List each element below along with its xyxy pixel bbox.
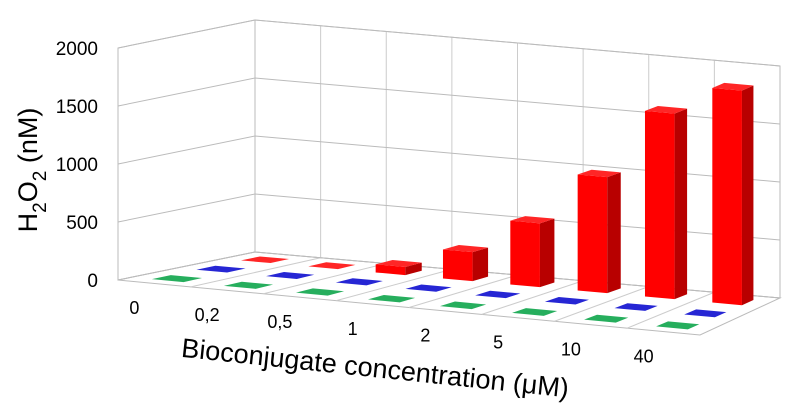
bar-top [308,262,356,270]
grid-line [117,77,781,125]
x-tick-label: 2 [420,326,430,346]
bar-top [442,245,489,253]
bar-top [584,314,629,323]
bar-top [375,260,422,267]
bar-top [240,256,290,264]
bar-front [712,87,742,306]
bar-top [644,106,688,114]
bar-front [510,220,540,288]
y-tick-label: 2000 [56,39,98,60]
floor-divider [336,268,453,302]
x-tick-label: 0,5 [267,312,292,332]
bar-top [440,301,487,310]
bar-top [512,308,558,316]
grid-line [117,135,781,183]
bar-top [223,281,274,289]
floor-divider [554,286,649,322]
x-tick-label: 1 [348,319,358,339]
y-tick-label: 1500 [56,97,98,118]
bar-front [442,249,473,282]
x-tick-label: 10 [561,339,581,359]
bar-top [712,82,754,91]
bar-front [577,174,608,294]
bar-top [656,321,700,330]
bar-top [405,284,452,292]
bar-top [544,296,589,305]
x-tick-label: 0,2 [195,305,220,325]
y-tick-label: 500 [66,213,98,234]
grid-line [117,19,781,67]
y-axis-label: H2O2 (nM) [13,108,50,233]
x-tick-label: 40 [634,346,654,366]
bar-top [367,294,416,303]
bar-side [472,247,489,282]
bar-top [266,272,315,279]
plot: 0 500 1000 1500 2000 0 0,2 0,5 1 2 5 10 40 [56,19,782,366]
bar-top [614,303,658,311]
y-tick-label: 1000 [56,155,98,176]
floor-divider [627,291,715,329]
bar-top [196,265,246,273]
bar-top [684,309,727,318]
x-tick-label: 5 [493,333,503,353]
x-axis-label: Bioconjugate concentration (μM) [180,333,570,404]
bar-top [475,290,521,299]
floor-divider [190,257,321,288]
bar-side [674,108,688,300]
bar-top [510,216,555,224]
bar-side [607,172,621,294]
x-tick-label: 0 [129,298,139,318]
bar-side [405,262,422,276]
bar-side [539,218,555,288]
bar-top [577,169,621,178]
bar-top [295,288,345,296]
bar-top [151,275,203,283]
floor-divider [481,280,584,315]
floor-divider [408,274,518,308]
floor-divider [263,263,387,295]
bar-front [375,264,406,276]
bar-side [741,85,754,306]
bar-top [335,278,383,286]
y-tick-label: 0 [87,271,98,292]
bar-front [644,110,675,300]
